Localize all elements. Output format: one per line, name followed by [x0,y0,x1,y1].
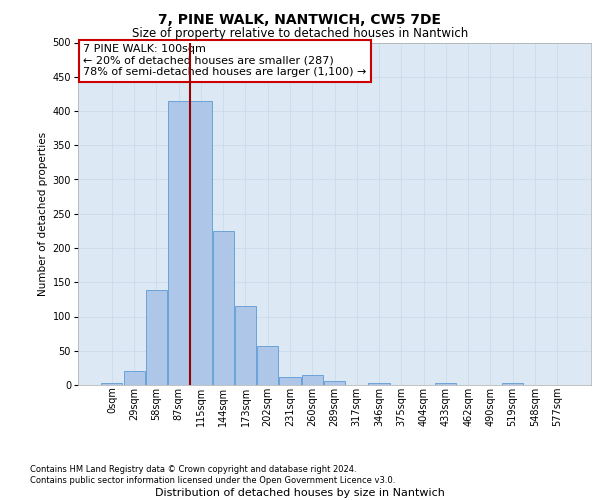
Bar [302,374,323,385]
Bar [190,100,212,385]
Bar [212,231,234,385]
Text: Distribution of detached houses by size in Nantwich: Distribution of detached houses by size … [155,488,445,498]
Bar [368,383,389,385]
Text: Contains public sector information licensed under the Open Government Licence v3: Contains public sector information licen… [30,476,395,485]
Bar [435,383,457,385]
Bar [101,383,122,385]
Bar [168,100,189,385]
Text: Size of property relative to detached houses in Nantwich: Size of property relative to detached ho… [132,28,468,40]
Bar [235,306,256,385]
Bar [146,290,167,385]
Text: 7 PINE WALK: 100sqm
← 20% of detached houses are smaller (287)
78% of semi-detac: 7 PINE WALK: 100sqm ← 20% of detached ho… [83,44,367,78]
Bar [502,383,523,385]
Bar [124,372,145,385]
Bar [324,381,345,385]
Bar [280,377,301,385]
Y-axis label: Number of detached properties: Number of detached properties [38,132,48,296]
Bar [257,346,278,385]
Text: 7, PINE WALK, NANTWICH, CW5 7DE: 7, PINE WALK, NANTWICH, CW5 7DE [158,12,442,26]
Text: Contains HM Land Registry data © Crown copyright and database right 2024.: Contains HM Land Registry data © Crown c… [30,465,356,474]
